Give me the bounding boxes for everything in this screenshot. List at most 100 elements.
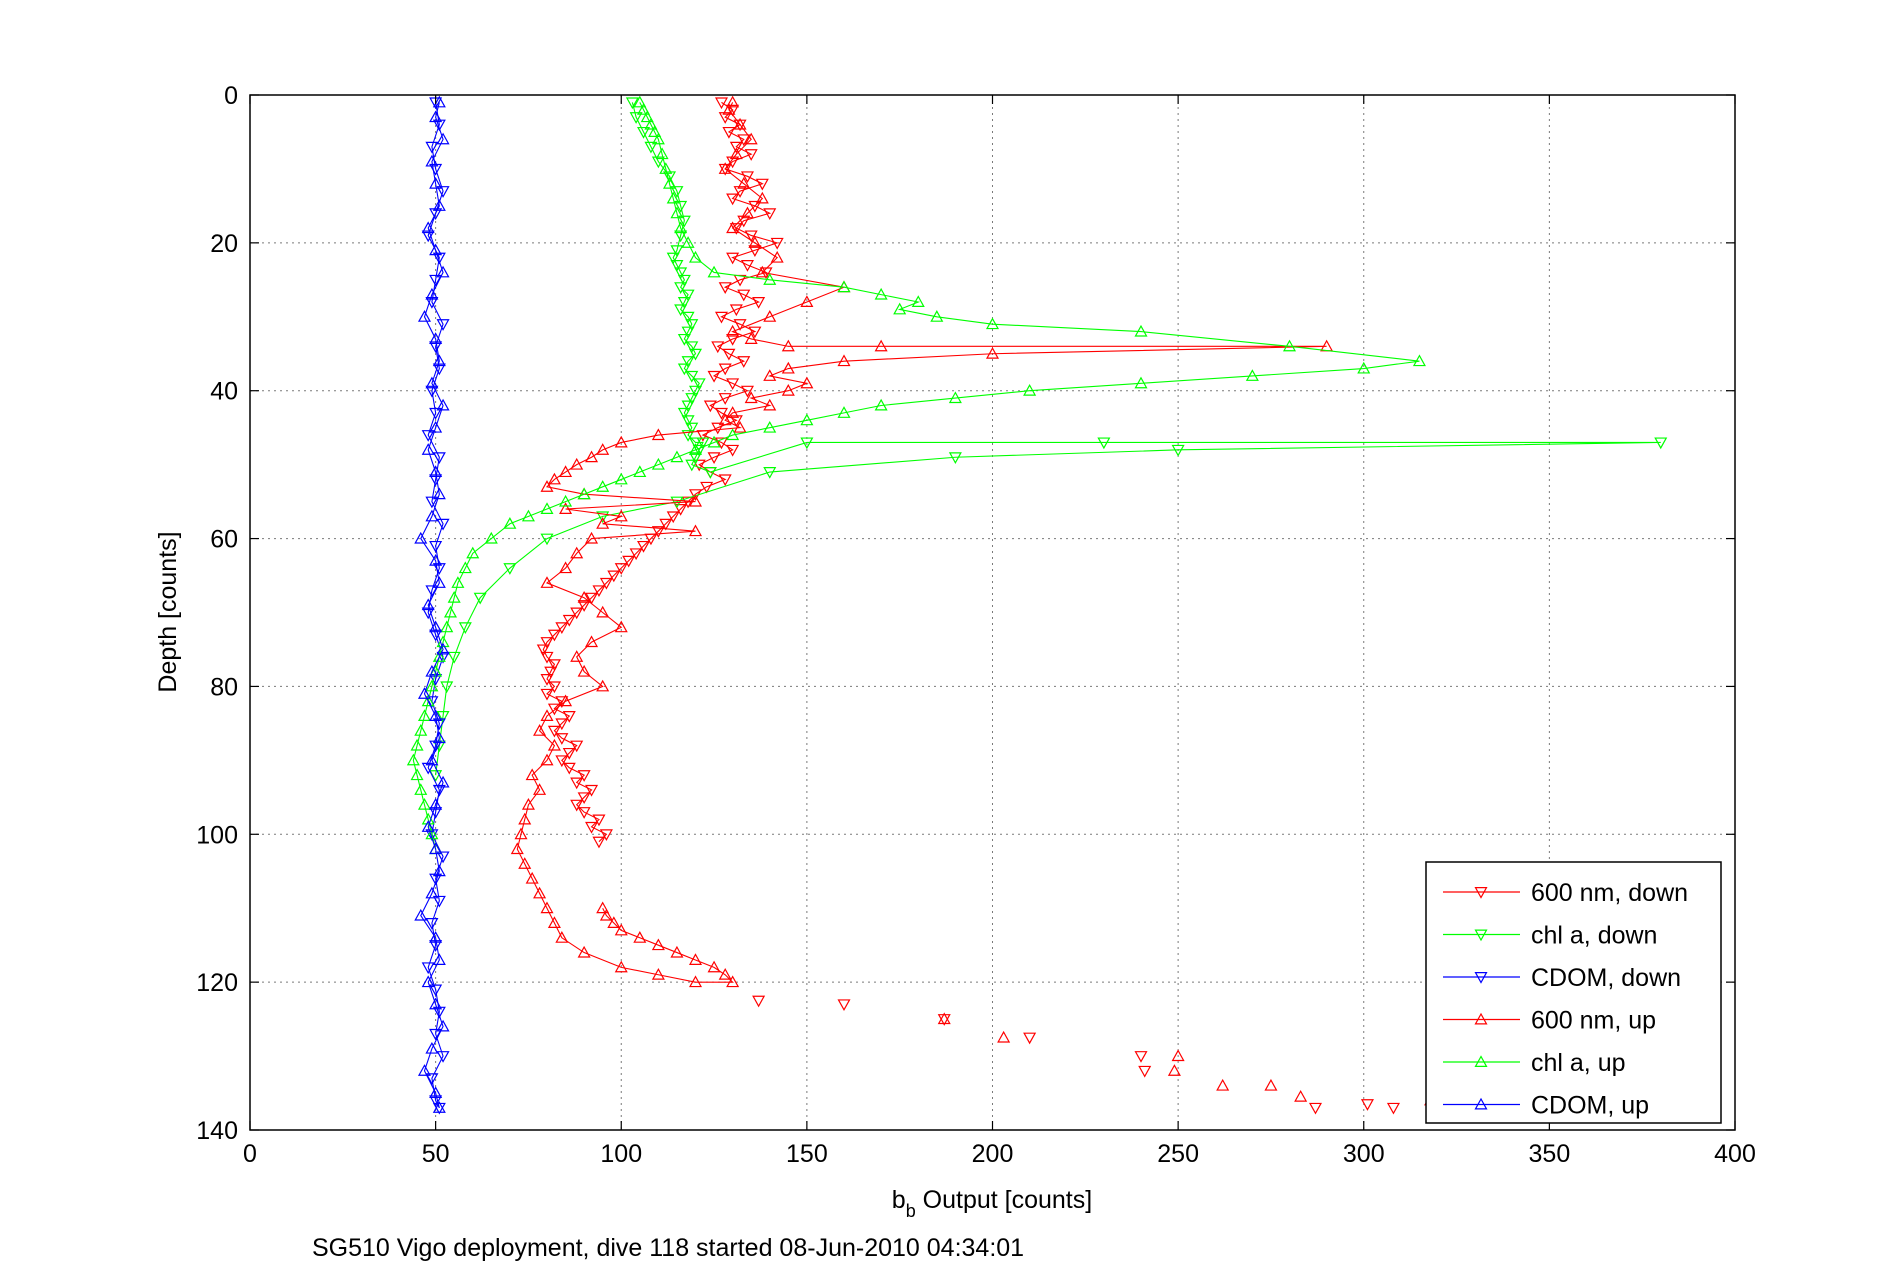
data-point xyxy=(547,725,561,738)
data-point xyxy=(425,585,439,598)
data-point xyxy=(837,354,851,367)
data-point xyxy=(726,333,740,346)
data-point xyxy=(740,206,754,219)
x-tick-label: 400 xyxy=(1714,1140,1756,1168)
data-point xyxy=(1294,1089,1308,1102)
data-point xyxy=(837,280,851,293)
data-point xyxy=(518,857,532,869)
data-point xyxy=(429,208,443,221)
data-point xyxy=(726,324,740,337)
data-point xyxy=(592,836,606,849)
data-point xyxy=(752,297,766,309)
data-point xyxy=(614,509,628,522)
data-point xyxy=(596,679,610,692)
data-point xyxy=(681,311,695,324)
data-point xyxy=(533,783,547,795)
data-point xyxy=(718,393,732,405)
data-point xyxy=(599,829,613,842)
data-point xyxy=(711,341,725,354)
data-point xyxy=(659,162,673,174)
data-point xyxy=(1134,376,1148,389)
data-point xyxy=(737,176,751,189)
data-point xyxy=(700,481,714,494)
data-point xyxy=(740,171,754,184)
x-axis-label-rest: Output [counts] xyxy=(916,1186,1093,1214)
data-point xyxy=(429,176,443,189)
data-point xyxy=(570,740,584,753)
data-point xyxy=(421,762,435,775)
data-point xyxy=(570,546,584,559)
series-line xyxy=(420,102,444,1108)
data-point xyxy=(570,650,584,662)
data-point xyxy=(577,792,591,805)
data-point xyxy=(674,200,688,213)
data-point xyxy=(674,504,688,516)
data-point xyxy=(688,452,703,464)
data-point xyxy=(614,960,628,973)
data-point xyxy=(1245,369,1259,381)
data-point xyxy=(429,984,443,997)
data-point xyxy=(681,400,695,413)
data-point xyxy=(585,592,599,605)
data-point xyxy=(555,755,569,768)
data-point xyxy=(614,563,628,575)
data-point xyxy=(681,430,695,442)
data-point xyxy=(514,827,528,840)
data-point xyxy=(414,783,428,795)
data-point xyxy=(688,348,703,361)
legend: 600 nm, down chl a, down CDOM, down 600 nm,… xyxy=(1425,861,1722,1124)
legend-box xyxy=(1425,861,1722,1124)
data-point xyxy=(503,517,517,529)
data-point xyxy=(685,370,699,383)
data-point xyxy=(570,457,584,470)
data-point xyxy=(644,117,658,130)
data-point xyxy=(670,245,684,257)
data-point xyxy=(748,326,762,339)
data-point xyxy=(714,311,729,324)
data-point xyxy=(585,635,599,648)
data-point xyxy=(770,237,784,250)
data-point xyxy=(633,95,647,108)
data-point xyxy=(997,1030,1011,1043)
data-point xyxy=(540,637,554,649)
data-point xyxy=(718,162,732,174)
data-point xyxy=(547,738,561,751)
data-point xyxy=(414,908,428,921)
data-point xyxy=(425,886,439,899)
data-point xyxy=(521,797,535,810)
data-point xyxy=(800,376,814,389)
data-point xyxy=(692,459,706,472)
data-point xyxy=(429,243,443,256)
data-point xyxy=(540,688,554,701)
data-point xyxy=(596,511,610,524)
x-tick-label: 100 xyxy=(600,1140,642,1168)
data-point xyxy=(670,450,684,463)
data-point xyxy=(763,467,777,479)
data-point xyxy=(432,650,446,662)
data-point xyxy=(614,435,628,448)
data-point xyxy=(547,681,561,694)
data-point xyxy=(429,274,443,287)
data-point xyxy=(755,191,769,204)
data-point xyxy=(677,333,691,346)
data-point xyxy=(429,554,443,566)
data-point xyxy=(614,620,628,633)
data-point xyxy=(685,341,699,354)
data-point xyxy=(1023,383,1037,396)
data-point xyxy=(596,901,610,914)
data-point xyxy=(666,252,680,265)
data-point xyxy=(425,1073,439,1085)
data-point xyxy=(726,444,740,457)
x-tick-label: 350 xyxy=(1529,1140,1571,1168)
data-point xyxy=(1386,1102,1400,1115)
data-point xyxy=(681,326,695,339)
data-point xyxy=(429,1028,443,1041)
data-point xyxy=(733,186,747,198)
data-point xyxy=(744,132,758,145)
data-point xyxy=(599,908,613,921)
data-point xyxy=(429,797,443,810)
data-point xyxy=(1357,361,1371,374)
data-point xyxy=(510,842,524,855)
data-point xyxy=(555,718,569,731)
x-axis-label-subscript: b xyxy=(906,1201,916,1221)
